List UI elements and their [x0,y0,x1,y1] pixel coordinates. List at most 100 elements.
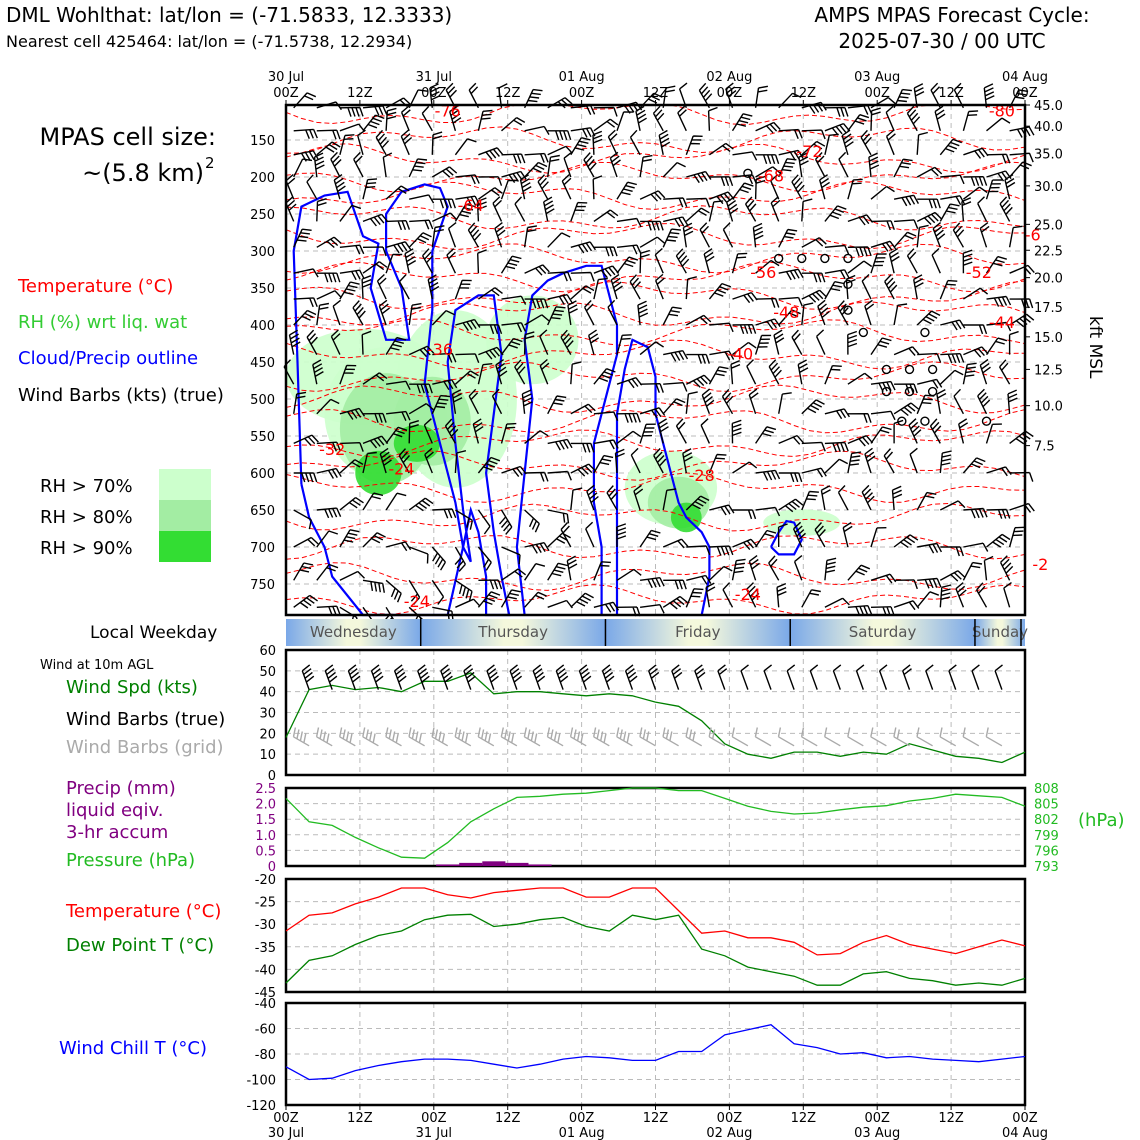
temperature-contour-labels: -76 -80-72-68-64-6-56 -52-48-44-40-36-32-2… [319,101,1048,610]
wind-barb [662,306,682,326]
wind-barbs-grid-label: Wind Barbs (grid) [66,737,224,758]
wind-barb [570,201,588,222]
wind-barb [986,321,1012,332]
wind-barb [477,187,503,200]
wind-barb [449,105,462,131]
wind-barb [755,318,781,330]
temperature-contour [285,261,1026,293]
wind-barb [932,222,946,248]
wind-barb [797,359,809,385]
wind-barb [285,196,297,222]
wind-barb [1009,152,1034,163]
wind-barb [639,249,650,274]
wind-barb [663,216,689,228]
wind-barb [985,179,1003,200]
wind-barb [700,418,711,444]
wind-barb [754,175,766,200]
wind-barb [339,134,355,155]
lower-panels: 010203040506000.51.01.52.02.579379679980… [246,644,1058,1140]
wind-barb [639,407,666,419]
kft-tick-label: 15.0 [1034,331,1063,346]
wind-barb [362,579,385,593]
wind-barb [398,448,411,474]
wind-barb [431,394,451,415]
wind-barb [663,579,687,590]
wind-barb [361,330,372,355]
wind-barb [792,521,806,548]
wind-barb [824,205,847,222]
wind-barb [824,458,849,474]
wind-barb [1008,526,1025,548]
wind-panel-frame [284,648,1027,777]
temperature-contour [285,222,1026,251]
temperature-contour [285,450,1026,481]
wind-barb [639,423,656,444]
wind-10m-label: Wind at 10m AGL [40,658,154,673]
wind-barb [801,237,827,248]
wind-barb [939,279,958,300]
wind-barb [478,324,503,335]
wind-barb [776,582,787,608]
temperature-contour [285,502,1026,532]
wind-barb [722,582,734,608]
kft-tick-label: 45.0 [1034,99,1063,114]
pressure-tick-label: 793 [1034,860,1059,875]
wind-barb [532,664,546,690]
wind-barb [870,185,895,200]
wind-barb [778,149,804,161]
wind-barb [708,565,733,581]
wind-barb [514,196,526,222]
wind-barb [492,196,503,222]
wind-barb [986,508,1011,519]
bottom-time-label: 00Z [864,1111,890,1126]
y-tick-label: -45 [255,986,276,1001]
pressure-tick-label: 808 [1034,782,1059,797]
upper-wind-barbs [283,82,1035,633]
wind-barb [770,173,780,200]
bottom-date-label: 30 Jul [268,1126,304,1140]
wind-barb [755,506,781,517]
wind-barb [616,111,634,132]
local-weekday-label: Local Weekday [90,623,217,643]
wind-barb [962,561,983,581]
wind-barb [847,451,862,474]
y-tick-label: 0.5 [255,844,276,859]
wind-barb [913,83,925,108]
wind-barb [709,176,734,187]
temperature-contour [285,180,1026,210]
wind-barb [616,568,642,581]
wind-barb [524,563,546,581]
wind-barb [330,329,341,355]
temperature-label: -6 [1025,225,1041,244]
wind-barb [640,577,665,589]
y-tick-label: 0 [268,769,276,784]
wind-barb [870,380,896,393]
y-tick-label: 60 [259,644,276,659]
wind-barb [293,268,319,278]
wind-barb [952,222,965,248]
wind-barb [916,394,935,415]
y-tick-label: 10 [259,748,276,763]
cell-size-label: MPAS cell size: [40,123,216,151]
wind-barb [477,591,501,608]
wind-barb [740,664,749,690]
bottom-date-label: 01 Aug [559,1126,605,1140]
wind-barb [703,248,715,274]
wind-barb [385,727,402,747]
wind-barb [791,174,805,200]
wind-barb [1007,389,1018,414]
calm-circle [897,416,907,426]
wind-barb [409,383,433,394]
pressure-tick-label: 250 [250,208,275,223]
wind-barb [444,418,459,444]
wind-barb [878,664,888,690]
wind-barb [847,246,872,257]
pressure-tick-label: 805 [1034,798,1059,813]
wind-barb [583,300,595,326]
bottom-time-label: 12Z [643,1111,669,1126]
wind-barb [639,154,653,178]
wind-barb [593,246,618,257]
wind-barb [732,291,758,304]
wind-barb [432,198,456,209]
wind-barb [931,247,941,274]
